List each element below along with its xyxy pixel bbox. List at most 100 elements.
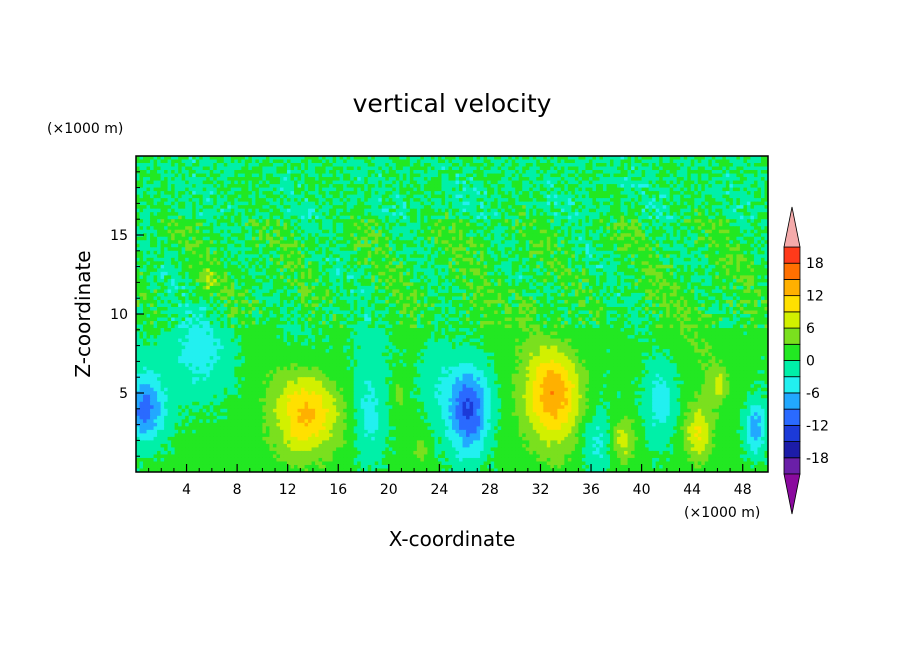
field-cell — [498, 216, 502, 220]
field-cell — [389, 191, 393, 195]
field-cell — [329, 216, 333, 220]
field-cell — [571, 170, 575, 174]
field-cell — [505, 184, 509, 188]
field-cell — [150, 167, 154, 171]
field-cell — [652, 167, 656, 171]
field-cell — [403, 212, 407, 216]
field-cell — [406, 163, 410, 167]
field-cell — [280, 209, 284, 213]
field-cell — [491, 163, 495, 167]
field-cell — [147, 167, 151, 171]
field-cell — [150, 198, 154, 202]
field-cell — [459, 167, 463, 171]
field-cell — [649, 184, 653, 188]
field-cell — [336, 188, 340, 192]
field-cell — [259, 181, 263, 185]
field-cell — [484, 223, 488, 227]
field-cell — [680, 209, 684, 213]
field-cell — [199, 191, 203, 195]
field-cell — [252, 209, 256, 213]
field-cell — [245, 244, 249, 248]
field-cell — [568, 202, 572, 206]
field-cell — [473, 251, 477, 255]
field-cell — [484, 237, 488, 241]
field-cell — [452, 226, 456, 230]
field-cell — [761, 181, 765, 185]
field-cell — [677, 160, 681, 164]
field-cell — [420, 230, 424, 234]
field-cell — [326, 244, 330, 248]
field-cell — [403, 174, 407, 178]
field-cell — [663, 177, 667, 181]
field-cell — [241, 195, 245, 199]
field-cell — [269, 198, 273, 202]
field-cell — [712, 170, 716, 174]
field-cell — [547, 163, 551, 167]
field-cell — [150, 174, 154, 178]
field-cell — [220, 188, 224, 192]
field-cell — [754, 247, 758, 251]
field-cell — [677, 195, 681, 199]
field-cell — [210, 205, 214, 209]
field-cell — [280, 195, 284, 199]
field-cell — [210, 251, 214, 255]
field-cell — [452, 170, 456, 174]
field-cell — [290, 163, 294, 167]
field-cell — [269, 202, 273, 206]
field-cell — [747, 216, 751, 220]
field-cell — [185, 163, 189, 167]
field-cell — [217, 188, 221, 192]
field-cell — [182, 212, 186, 216]
field-cell — [378, 240, 382, 244]
field-cell — [606, 202, 610, 206]
field-cell — [252, 195, 256, 199]
field-cell — [178, 181, 182, 185]
field-cell — [599, 216, 603, 220]
field-cell — [666, 240, 670, 244]
field-cell — [617, 237, 621, 241]
field-cell — [610, 195, 614, 199]
field-cell — [638, 188, 642, 192]
field-cell — [315, 163, 319, 167]
field-cell — [603, 198, 607, 202]
field-cell — [582, 240, 586, 244]
field-cell — [448, 237, 452, 241]
field-cell — [326, 174, 330, 178]
field-cell — [438, 163, 442, 167]
field-cell — [213, 209, 217, 213]
field-cell — [283, 170, 287, 174]
field-cell — [533, 181, 537, 185]
field-cell — [424, 237, 428, 241]
field-cell — [420, 191, 424, 195]
field-cell — [227, 181, 231, 185]
field-cell — [459, 216, 463, 220]
field-cell — [533, 237, 537, 241]
field-cell — [487, 160, 491, 164]
field-cell — [192, 195, 196, 199]
field-cell — [729, 191, 733, 195]
field-cell — [161, 219, 165, 223]
field-cell — [729, 181, 733, 185]
field-cell — [273, 233, 277, 237]
field-cell — [670, 247, 674, 251]
field-cell — [740, 244, 744, 248]
field-cell — [231, 212, 235, 216]
field-cell — [592, 188, 596, 192]
field-cell — [357, 205, 361, 209]
field-cell — [761, 219, 765, 223]
field-cell — [505, 219, 509, 223]
field-cell — [164, 202, 168, 206]
field-cell — [417, 198, 421, 202]
field-cell — [392, 167, 396, 171]
field-cell — [238, 181, 242, 185]
field-cell — [410, 188, 414, 192]
field-cell — [733, 181, 737, 185]
field-cell — [750, 184, 754, 188]
field-cell — [294, 244, 298, 248]
field-cell — [680, 191, 684, 195]
field-cell — [178, 184, 182, 188]
field-cell — [617, 191, 621, 195]
field-cell — [659, 170, 663, 174]
field-cell — [413, 177, 417, 181]
field-cell — [578, 233, 582, 237]
